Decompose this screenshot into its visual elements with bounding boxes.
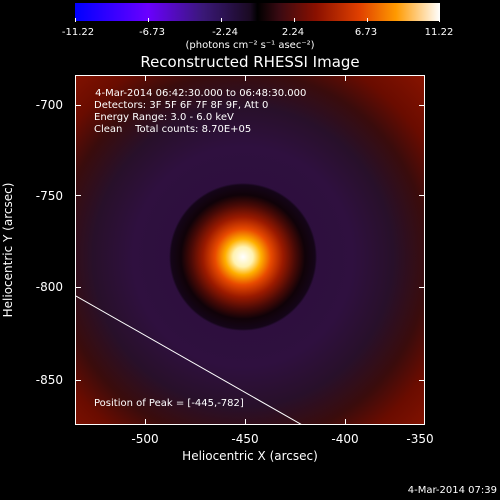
limb-line <box>76 295 302 424</box>
x-tick-label: -400 <box>331 432 359 446</box>
x-tick-label: -350 <box>406 432 434 446</box>
colorbar-tick: -11.22 <box>61 27 95 38</box>
colorbar <box>75 3 440 21</box>
colorbar-tick: 6.73 <box>354 27 378 38</box>
y-tick-label: -700 <box>35 98 63 112</box>
image-title: Reconstructed RHESSI Image <box>140 53 360 71</box>
colorbar-tick: -6.73 <box>139 27 165 38</box>
colorbar-units: (photons cm⁻² s⁻¹ asec⁻²) <box>185 40 315 51</box>
colorbar-tick: 2.24 <box>281 27 305 38</box>
x-tick-label: -500 <box>131 432 159 446</box>
rhessi-image-plot[interactable]: 4-Mar-2014 06:42:30.000 to 06:48:30.000 … <box>75 75 425 425</box>
timestamp-footer: 4-Mar-2014 07:39 <box>407 485 497 496</box>
y-tick-label: -800 <box>35 280 63 294</box>
y-tick-label: -750 <box>35 189 63 203</box>
detectors-text: Detectors: 3F 5F 6F 7F 8F 9F, Att 0 <box>94 100 269 111</box>
colorbar-tick: -2.24 <box>212 27 238 38</box>
rhessi-image <box>76 76 424 424</box>
time-range-text: 4-Mar-2014 06:42:30.000 to 06:48:30.000 <box>92 88 307 99</box>
x-tick-label: -450 <box>231 432 259 446</box>
x-axis-label: Heliocentric X (arcsec) <box>182 449 318 463</box>
clean-counts-text: Clean Total counts: 8.70E+05 <box>94 124 252 135</box>
y-tick-label: -850 <box>35 373 63 387</box>
colorbar-tick: 11.22 <box>424 27 454 38</box>
energy-range-text: Energy Range: 3.0 - 6.0 keV <box>94 112 234 123</box>
peak-position-text: Position of Peak = [-445,-782] <box>94 398 244 409</box>
